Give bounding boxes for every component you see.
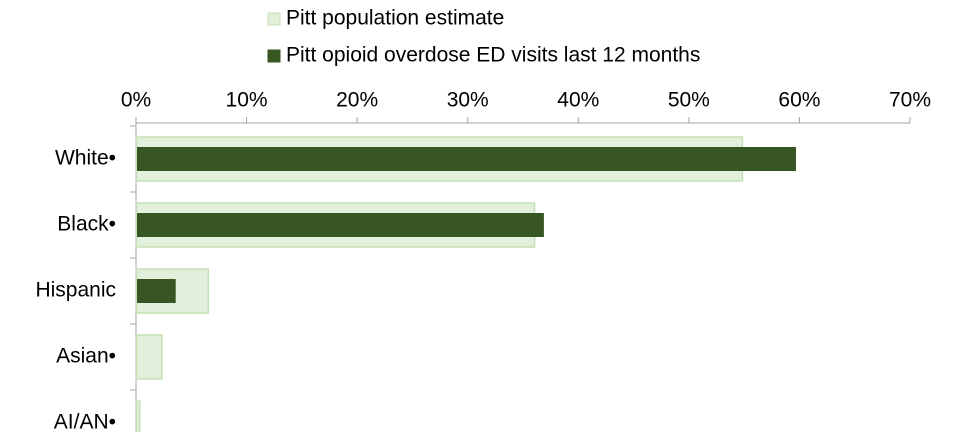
category-label-asian: Asian•: [56, 345, 116, 368]
x-tick-label: 30%: [447, 89, 489, 112]
bar-overdose-hispanic: [137, 279, 176, 303]
legend-swatch-overdose: [267, 49, 281, 63]
x-tick-label: 10%: [226, 89, 268, 112]
legend: Pitt population estimate Pitt opioid over…: [267, 7, 700, 67]
x-tick-label: 40%: [557, 89, 599, 112]
category-label-black: Black•: [57, 213, 116, 236]
category-label-white: White•: [55, 147, 116, 170]
category-label-hispanic: Hispanic: [35, 279, 116, 302]
bar-overdose-black: [137, 213, 544, 237]
bar-population-ai-an: [135, 400, 141, 432]
x-tick-label: 70%: [889, 89, 931, 112]
x-axis: 0% 10% 20% 30% 40% 50% 60% 70%: [121, 89, 931, 124]
legend-label-overdose: Pitt opioid overdose ED visits last 12 m…: [286, 44, 700, 67]
legend-label-population: Pitt population estimate: [286, 7, 504, 30]
x-tick-label: 20%: [336, 89, 378, 112]
category-label-ai-an: AI/AN•: [54, 411, 116, 432]
x-tick-label: 60%: [778, 89, 820, 112]
x-tick-label: 0%: [121, 89, 151, 112]
y-axis: White• Black• Hispanic Asian• AI/AN•: [35, 123, 137, 432]
legend-swatch-population: [267, 12, 281, 26]
x-tick-label: 50%: [668, 89, 710, 112]
bars: [135, 136, 797, 432]
bar-overdose-white: [137, 147, 797, 171]
bar-population-asian: [135, 334, 163, 380]
